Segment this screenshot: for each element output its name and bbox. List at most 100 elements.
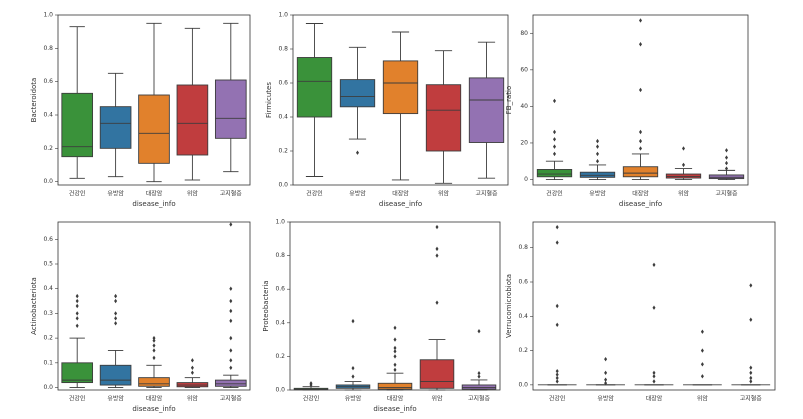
outlier — [639, 138, 642, 144]
outlier — [604, 377, 608, 382]
x-tick-label: 유방암 — [589, 190, 606, 198]
box — [99, 364, 132, 386]
outlier — [351, 374, 355, 379]
y-tick-label: 1.0 — [275, 219, 285, 226]
outlier — [639, 129, 642, 135]
x-tick-label: 고지혈증 — [220, 190, 243, 198]
outlier — [682, 162, 685, 168]
outlier — [309, 381, 313, 386]
box — [425, 84, 462, 152]
outlier — [749, 365, 753, 370]
plot-frame — [292, 14, 509, 186]
outlier — [700, 348, 704, 353]
outlier — [229, 358, 233, 363]
box — [536, 169, 573, 178]
outlier — [114, 316, 118, 321]
x-tick-label: 건강인 — [546, 190, 563, 198]
outlier — [553, 98, 556, 104]
plot-frame — [532, 221, 776, 391]
y-tick-label: 80 — [520, 30, 528, 37]
outlier — [604, 380, 608, 386]
outlier — [652, 262, 656, 268]
outlier — [639, 42, 642, 47]
outlier — [114, 293, 118, 299]
outlier — [75, 311, 79, 316]
box — [214, 79, 247, 139]
outlier — [596, 151, 599, 157]
y-axis-label: Verrucomicrobiota — [505, 274, 513, 338]
y-tick-label: 0.6 — [278, 80, 288, 87]
outlier — [152, 335, 156, 341]
y-axis-label: FB_ratio — [505, 86, 513, 114]
y-tick-label: 40 — [520, 103, 528, 110]
x-tick-label: 대장암 — [146, 395, 163, 403]
outlier — [596, 138, 599, 144]
y-tick-label: 0.0 — [43, 384, 53, 391]
outlier — [75, 303, 79, 309]
outlier — [555, 375, 559, 381]
outlier — [393, 367, 397, 373]
outlier — [553, 137, 556, 142]
outlier — [229, 308, 233, 314]
outlier — [114, 321, 118, 326]
y-tick-label: 0.2 — [43, 335, 53, 342]
y-tick-label: 0.8 — [43, 45, 53, 52]
box — [377, 382, 413, 390]
y-tick-label: 0.2 — [43, 145, 53, 152]
y-tick-label: 0.1 — [43, 359, 53, 366]
outlier — [725, 160, 728, 166]
outlier — [652, 370, 656, 376]
outlier — [555, 322, 559, 328]
box — [579, 171, 616, 178]
x-tick-label: 건강인 — [69, 190, 86, 198]
y-axis-label: Bacteroidota — [30, 78, 38, 123]
outlier — [477, 329, 481, 334]
outlier — [229, 286, 233, 291]
outlier — [700, 374, 704, 379]
box — [708, 174, 745, 180]
x-tick-label: 건강인 — [549, 395, 566, 403]
outlier — [229, 365, 233, 370]
x-tick-label: 건강인 — [303, 395, 320, 403]
x-tick-label: 유방암 — [597, 395, 614, 403]
outlier — [725, 155, 728, 160]
x-tick-label: 건강인 — [69, 395, 86, 403]
outlier — [555, 379, 559, 384]
y-tick-label: 60 — [520, 66, 528, 73]
y-tick-label: 0.4 — [275, 319, 285, 326]
x-tick-label: 유방암 — [349, 190, 366, 198]
outlier — [351, 318, 355, 324]
outlier — [393, 337, 397, 342]
box — [419, 359, 455, 389]
x-tick-label: 유방암 — [345, 395, 362, 403]
outlier — [229, 298, 233, 304]
box — [214, 379, 247, 387]
x-tick-label: 위암 — [697, 395, 709, 403]
y-tick-label: 0.6 — [518, 279, 528, 286]
outlier — [393, 345, 397, 351]
box — [296, 57, 333, 118]
x-tick-label: 대장암 — [146, 190, 163, 198]
box — [339, 79, 376, 108]
outlier — [435, 224, 439, 230]
x-tick-label: 위암 — [187, 395, 199, 403]
y-tick-label: 0.2 — [275, 353, 285, 360]
outlier — [555, 303, 559, 309]
y-tick-label: 0.8 — [275, 252, 285, 259]
x-axis-label: disease_info — [132, 405, 175, 413]
outlier — [682, 146, 685, 151]
x-tick-label: 대장암 — [387, 395, 404, 403]
outlier — [749, 317, 753, 322]
x-tick-label: 고지혈증 — [468, 395, 491, 403]
box — [138, 94, 170, 164]
outlier — [152, 348, 156, 353]
outlier — [749, 370, 753, 376]
y-axis-label: Proteobacteria — [262, 280, 270, 331]
y-tick-label: 0.6 — [43, 78, 53, 85]
y-tick-label: 0.5 — [43, 261, 53, 268]
outlier — [190, 370, 194, 375]
outlier — [152, 338, 156, 343]
box — [176, 84, 209, 156]
outlier — [190, 358, 194, 363]
outlier — [75, 298, 79, 304]
